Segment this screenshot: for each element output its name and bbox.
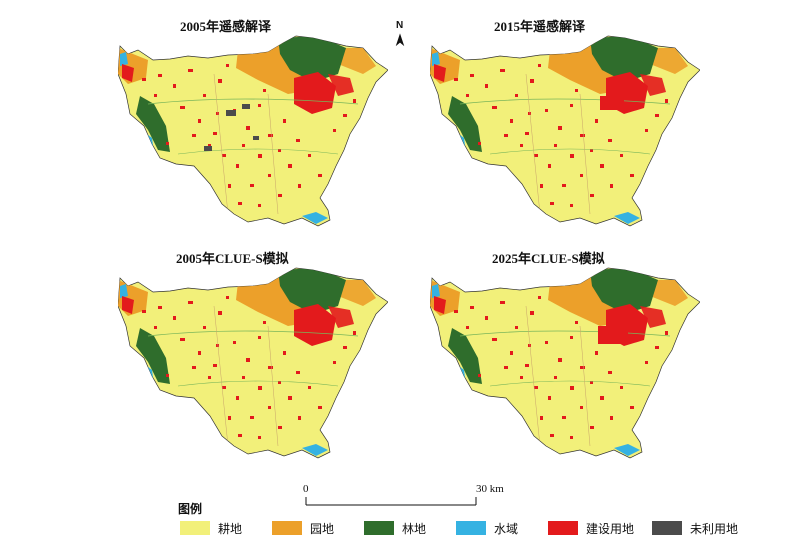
legend-item-cropland: 耕地 bbox=[180, 519, 242, 537]
legend-swatch bbox=[456, 521, 486, 535]
legend-label: 耕地 bbox=[218, 521, 243, 536]
panel-title-4: 2025年CLUE-S模拟 bbox=[492, 251, 605, 266]
legend-item-forest: 林地 bbox=[364, 519, 426, 537]
legend-label: 园地 bbox=[310, 521, 335, 536]
legend-label: 未利用地 bbox=[690, 521, 739, 536]
legend-swatch bbox=[364, 521, 394, 535]
map-panel-2015-interpretation bbox=[430, 34, 700, 229]
legend-item-unused: 未利用地 bbox=[652, 519, 738, 537]
legend-item-water: 水域 bbox=[456, 519, 518, 537]
panel-title-3: 2005年CLUE-S模拟 bbox=[176, 251, 289, 266]
map-panel-2005-interpretation bbox=[118, 34, 388, 229]
map-panel-2025-clue-s bbox=[430, 266, 700, 461]
legend-swatch bbox=[548, 521, 578, 535]
legend-title: 图例 bbox=[178, 502, 203, 516]
map-panel-2005-clue-s bbox=[118, 266, 388, 461]
legend-swatch bbox=[652, 521, 682, 535]
panel-title-2: 2015年遥感解译 bbox=[494, 19, 586, 34]
scale-start-label: 0 bbox=[303, 483, 309, 495]
north-arrow-icon bbox=[395, 33, 405, 47]
legend-item-orchard: 园地 bbox=[272, 519, 334, 537]
legend-swatch bbox=[180, 521, 210, 535]
legend-label: 建设用地 bbox=[586, 521, 635, 536]
legend-item-built-up: 建设用地 bbox=[548, 519, 634, 537]
scale-bar bbox=[305, 497, 477, 506]
legend-label: 林地 bbox=[402, 521, 427, 536]
scale-end-label: 30 km bbox=[476, 483, 504, 495]
legend-label: 水域 bbox=[494, 521, 519, 536]
legend-swatch bbox=[272, 521, 302, 535]
panel-title-1: 2005年遥感解译 bbox=[180, 19, 272, 34]
north-arrow-label: N bbox=[396, 20, 404, 31]
